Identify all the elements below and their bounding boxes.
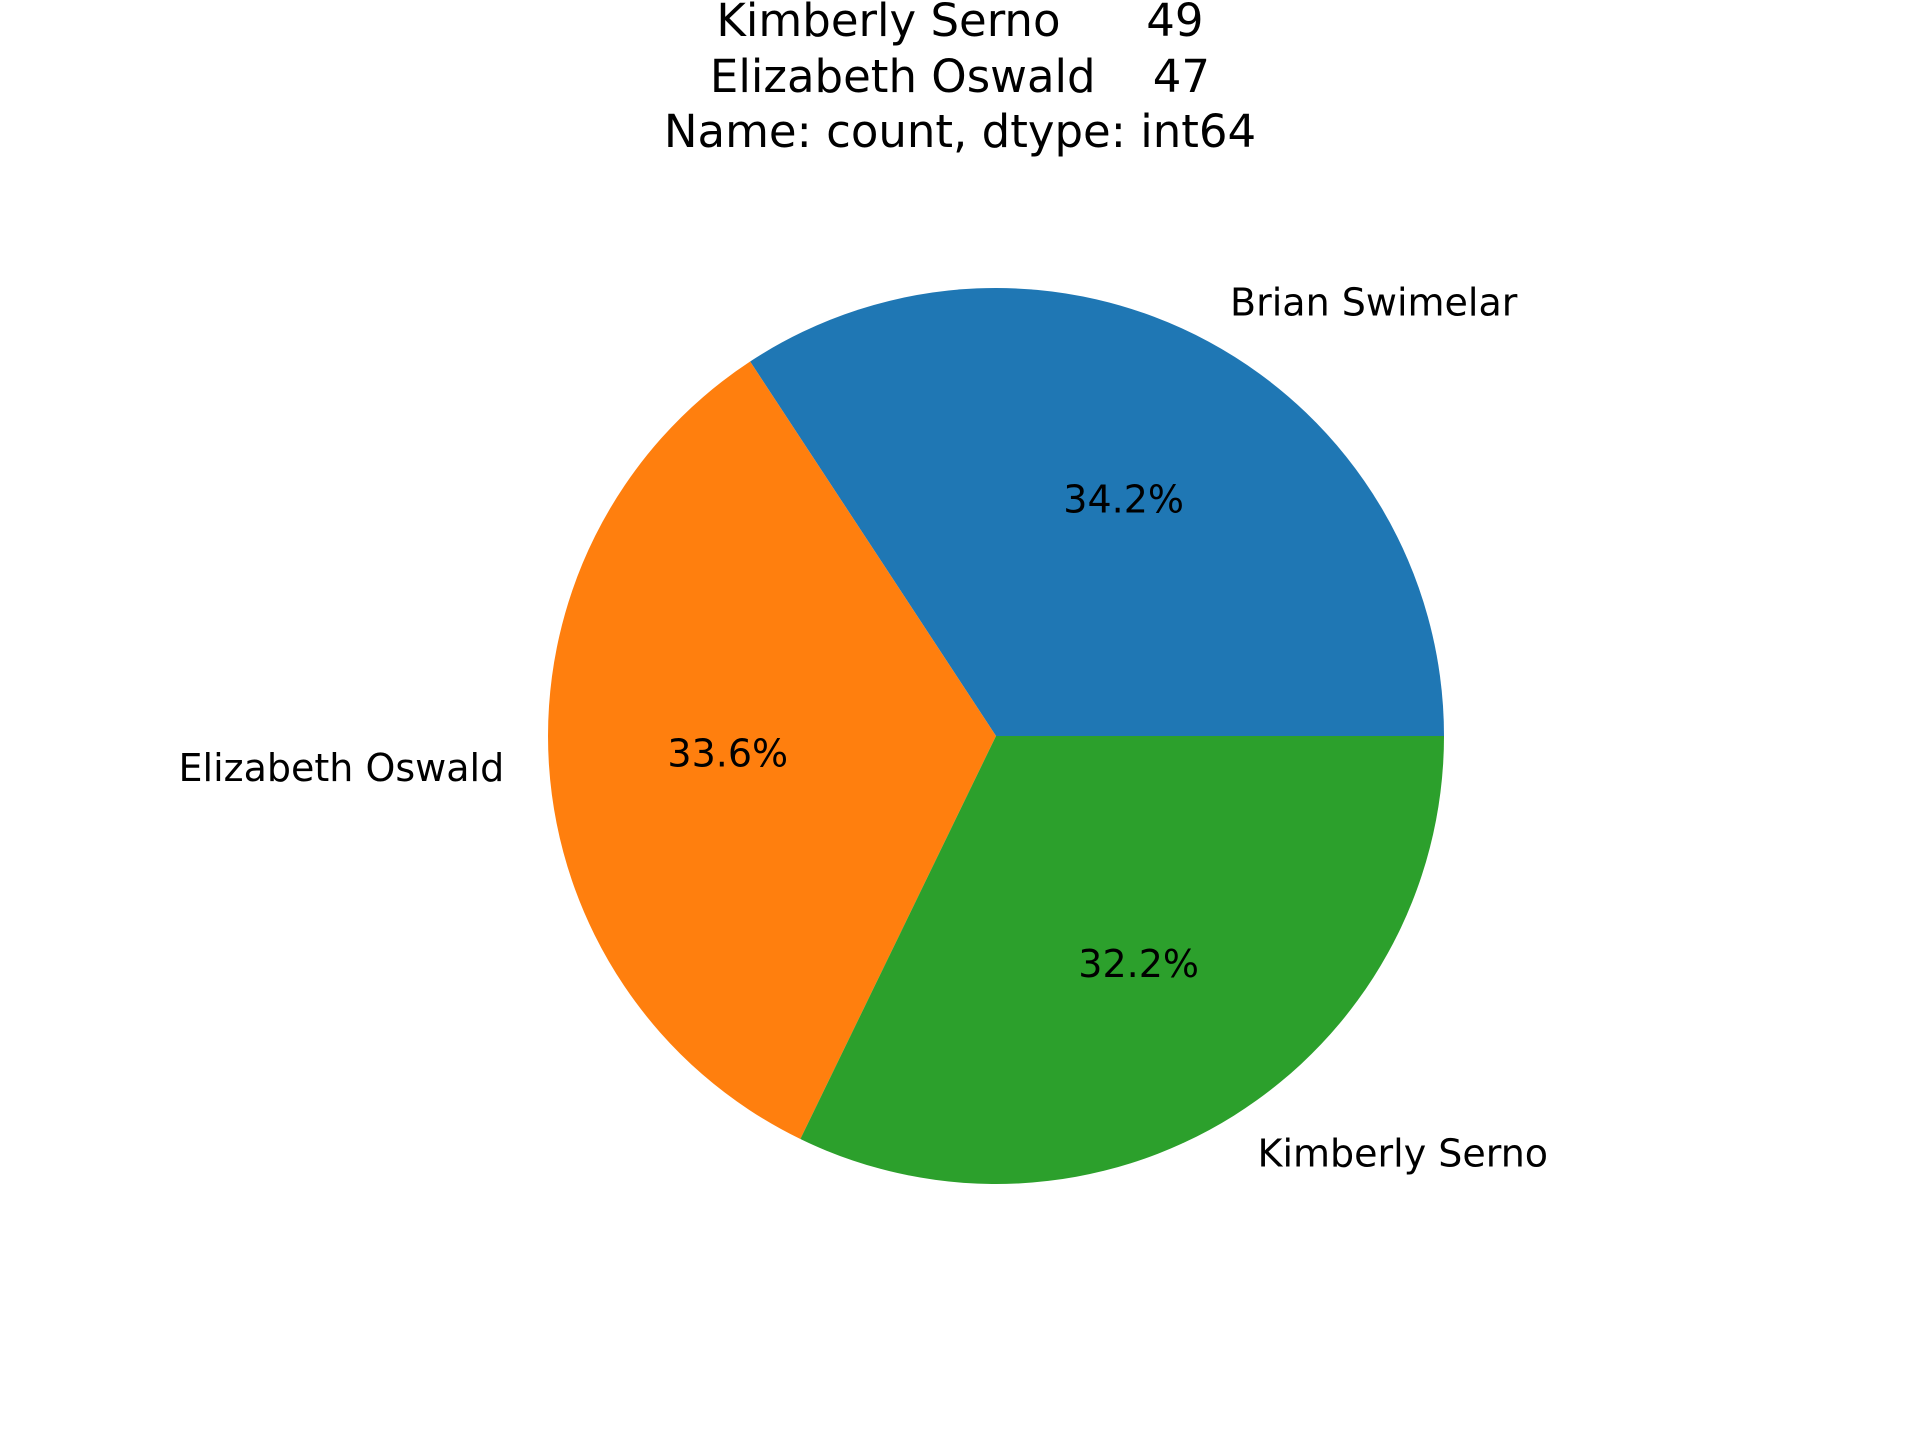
pie-slices-group (548, 288, 1444, 1184)
slice-label-elizabeth-oswald: Elizabeth Oswald (179, 746, 505, 790)
chart-title-line-2: Elizabeth Oswald 47 (710, 50, 1210, 103)
chart-title-line-1: Kimberly Serno 49 (716, 0, 1203, 47)
pie-slice-kimberly-serno (800, 736, 1444, 1184)
pie-slice-brian-swimelar (750, 288, 1444, 736)
slice-percent-label-kimberly-serno: 32.2% (1078, 942, 1199, 986)
pie-slice-elizabeth-oswald (548, 361, 996, 1140)
pie-labels-group: Brian Swimelar 34.2% Elizabeth Oswald 33.6%… (179, 280, 1549, 1175)
slice-percent-label-brian-swimelar: 34.2% (1063, 477, 1184, 521)
slice-label-kimberly-serno: Kimberly Serno (1258, 1132, 1549, 1176)
chart-title-line-3: Name: count, dtype: int64 (664, 105, 1256, 158)
slice-label-brian-swimelar: Brian Swimelar (1230, 280, 1518, 324)
slice-percent-label-elizabeth-oswald: 33.6% (667, 731, 788, 775)
